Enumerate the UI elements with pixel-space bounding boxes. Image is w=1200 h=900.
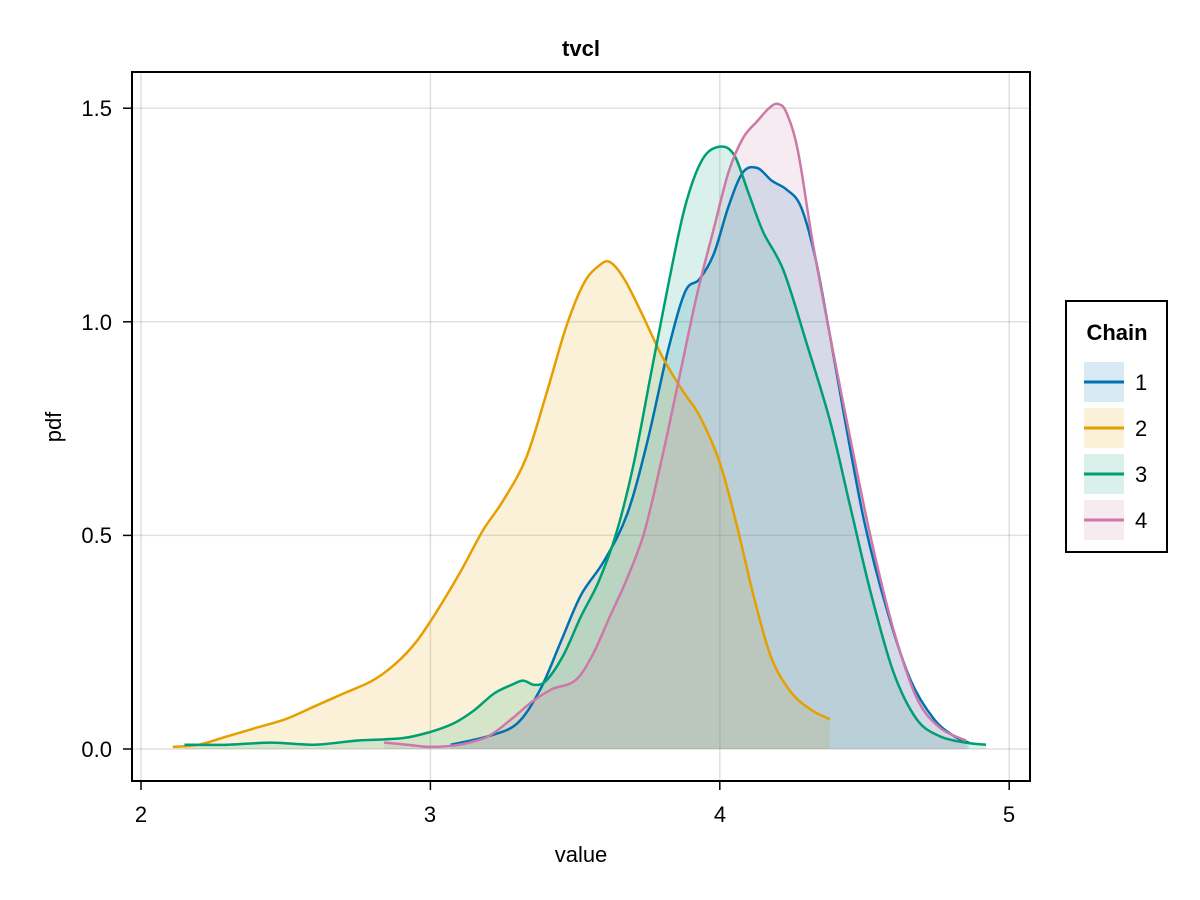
density-fill-chain-4: [384, 103, 966, 749]
legend-label: 4: [1135, 508, 1147, 533]
density-fill-chain-3: [184, 146, 986, 750]
legend-item-2: 2: [1084, 408, 1147, 448]
chart-title: tvcl: [562, 36, 600, 61]
density-fill-chain-1: [450, 167, 969, 749]
legend: Chain 1 2 3 4: [1065, 300, 1168, 553]
legend-label: 3: [1135, 462, 1147, 487]
y-tick-label: 1.5: [81, 96, 112, 121]
gridlines: [132, 72, 1030, 781]
x-tick-label: 4: [714, 802, 726, 827]
legend-item-3: 3: [1084, 454, 1147, 494]
density-line-chain-4: [384, 102, 967, 749]
plot-frame: [131, 71, 1031, 782]
legend-label: 2: [1135, 416, 1147, 441]
x-tick-label: 3: [424, 802, 436, 827]
x-tick-labels: 2 3 4 5: [135, 802, 1015, 827]
density-lines: [172, 102, 987, 749]
legend-item-4: 4: [1084, 500, 1147, 540]
y-tick-label: 0.0: [81, 737, 112, 762]
density-line-chain-3: [184, 145, 987, 747]
y-tick-label: 0.5: [81, 523, 112, 548]
axis-ticks: [123, 107, 1010, 790]
legend-item-1: 1: [1084, 362, 1147, 402]
density-line-chain-2: [172, 260, 831, 749]
legend-title: Chain: [1086, 320, 1147, 345]
legend-label: 1: [1135, 370, 1147, 395]
y-axis-title: pdf: [41, 411, 66, 442]
y-tick-label: 1.0: [81, 310, 112, 335]
y-tick-labels: 0.0 0.5 1.0 1.5: [81, 96, 112, 762]
x-axis-title: value: [555, 842, 608, 867]
x-tick-label: 2: [135, 802, 147, 827]
x-tick-label: 5: [1003, 802, 1015, 827]
